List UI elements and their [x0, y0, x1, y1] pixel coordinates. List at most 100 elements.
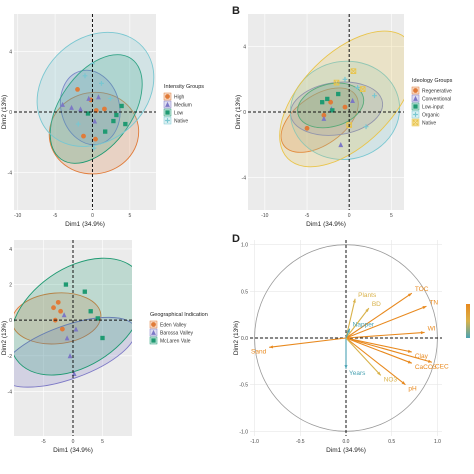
- data-point: [95, 316, 100, 321]
- legend-marker: [412, 119, 419, 126]
- legend-marker: [165, 101, 170, 107]
- vector-arrowhead: [377, 371, 381, 376]
- data-point: [51, 305, 56, 311]
- vector-label-toc: TOC: [415, 286, 429, 293]
- legend-entry-low: Low: [174, 111, 184, 117]
- y-tick-label: 2: [9, 283, 12, 289]
- vector-label-years: Years: [349, 370, 366, 377]
- legend-marker: [413, 88, 418, 93]
- x-tick-label: 0: [348, 213, 351, 219]
- vector-arrow-ph: [345, 337, 406, 386]
- x-tick-label: 5: [101, 439, 104, 445]
- x-tick-label: -5: [305, 213, 310, 219]
- y-tick-label: 0: [9, 110, 12, 116]
- vector-label-tn: TN: [429, 299, 438, 306]
- data-point: [321, 115, 327, 121]
- data-point: [75, 121, 81, 127]
- data-point: [111, 118, 116, 124]
- legend-marker: [151, 338, 156, 343]
- legend-marker: [165, 94, 170, 99]
- data-point: [103, 129, 108, 134]
- x-axis-label: Dim1 (34.9%): [53, 447, 93, 454]
- data-point: [85, 111, 91, 116]
- y-tick-label: 4: [243, 45, 246, 51]
- confidence-ellipse-native: [279, 30, 404, 168]
- x-tick-label: 0: [91, 213, 94, 219]
- legend-entry-barossa-valley: Barossa Valley: [160, 331, 193, 337]
- y-tick-label: 0: [9, 318, 12, 324]
- data-point: [71, 370, 77, 377]
- data-point: [114, 112, 119, 118]
- y-axis-label: Dim2 (13%): [1, 321, 8, 355]
- data-point: [59, 326, 65, 332]
- data-point: [320, 100, 325, 105]
- confidence-ellipse-barossa-valley: [14, 316, 132, 388]
- vector-arrow-clay: [345, 337, 412, 353]
- vector-arrowhead: [422, 306, 427, 310]
- y-tick-label: 0: [243, 110, 246, 116]
- data-point: [350, 97, 355, 103]
- vector-label-clay: Clay: [415, 353, 429, 360]
- data-point: [342, 76, 348, 82]
- data-point: [325, 96, 330, 102]
- legend: Geographical Indication Eden Valley Baross…: [149, 312, 208, 345]
- x-tick-label: -0.5: [296, 439, 305, 445]
- legend-entry-medium: Medium: [174, 103, 192, 109]
- vector-arrow-wi: [345, 331, 425, 339]
- data-point: [81, 133, 86, 139]
- vector-label-plants: Plants: [358, 292, 377, 299]
- y-tick-label: -4: [8, 170, 13, 176]
- legend-marker: [413, 95, 418, 101]
- x-axis-label: Dim1 (34.9%): [326, 447, 366, 454]
- data-point: [342, 104, 348, 110]
- panel-c: -5 0 5 -4 -2 0 2 4 Dim1 (34.9%) Dim2 (13%) Geograp…: [1, 240, 208, 454]
- legend-marker: [413, 112, 418, 117]
- y-tick-label: 4: [9, 50, 12, 56]
- data-point: [78, 106, 83, 112]
- data-point: [55, 299, 61, 305]
- data-point: [61, 312, 67, 318]
- y-tick-label: -1.0: [239, 429, 248, 435]
- y-tick-label: 0.0: [241, 336, 248, 342]
- legend-entry-conventional: Conventional: [422, 97, 451, 103]
- data-point: [108, 96, 113, 101]
- data-point: [93, 136, 98, 142]
- vector-arrowhead: [344, 365, 348, 369]
- data-point: [99, 80, 104, 86]
- panel-b: -10 -5 0 5 -4 0 4 Dim1 (34.9%) Dim2 (13%) Ideolog…: [235, 14, 453, 228]
- x-tick-label: -10: [261, 213, 268, 219]
- vector-label-caco3: CaCO3: [415, 364, 437, 371]
- panel-a: -10 -5 0 5 -4 0 4 Dim1 (34.9%) Dim2 (13%) Intensi…: [1, 14, 204, 228]
- y-tick-label: 4: [9, 247, 12, 253]
- x-tick-label: -5: [41, 439, 46, 445]
- data-point: [92, 118, 98, 124]
- x-tick-label: 0.5: [388, 439, 395, 445]
- panel-label-d: D: [232, 233, 240, 245]
- vector-arrow-no3: [345, 337, 382, 376]
- ellipse-layer: [36, 31, 155, 175]
- x-tick-label: 0.0: [343, 439, 350, 445]
- data-point: [338, 142, 344, 148]
- data-point: [355, 85, 361, 90]
- legend-title: Ideology Groups: [412, 78, 453, 84]
- data-point: [350, 68, 357, 75]
- vector-arrow-bd: [345, 307, 370, 339]
- ellipse-layer: [279, 30, 404, 168]
- data-point: [75, 86, 80, 92]
- vector-label-napper: Napper: [353, 322, 375, 329]
- legend-entry-eden-valley: Eden Valley: [160, 323, 187, 329]
- x-tick-label: 5: [390, 213, 393, 219]
- vector-arrowhead: [407, 349, 412, 353]
- legend-marker: [151, 322, 156, 327]
- vector-arrowhead: [401, 381, 406, 385]
- x-axis-label: Dim1 (34.9%): [65, 221, 105, 228]
- legend-title: Geographical Indication: [150, 312, 208, 318]
- vector-arrowhead: [407, 360, 412, 364]
- vector-arrow-tn: [345, 305, 427, 339]
- data-point: [328, 99, 334, 105]
- legend-entry-low-input: Low-input: [422, 105, 444, 111]
- vector-label-no3: NO3: [384, 376, 398, 383]
- data-point: [69, 104, 74, 110]
- confidence-ellipse-high: [48, 91, 140, 175]
